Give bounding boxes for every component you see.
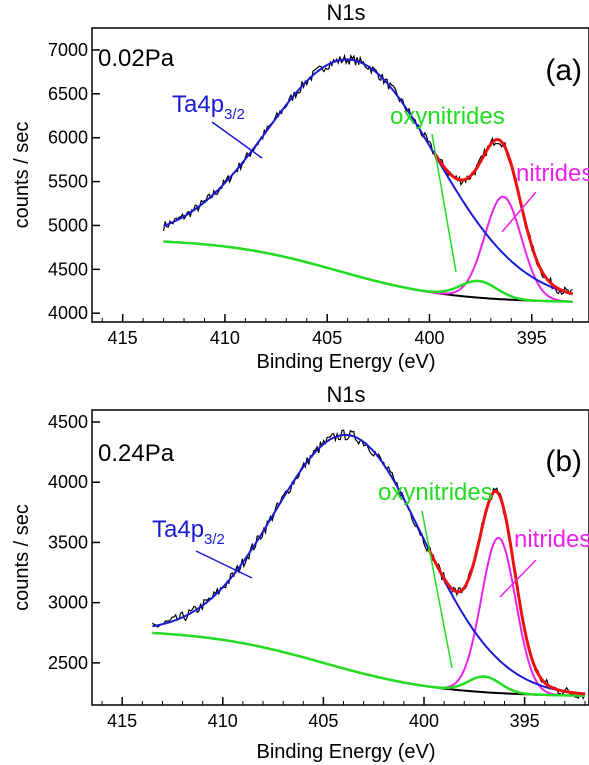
x-axis-label: Binding Energy (eV): [257, 741, 436, 763]
oxynitrides-line: [152, 631, 585, 697]
y-tick-label: 5000: [48, 215, 88, 235]
ta4p-line: [152, 433, 586, 695]
x-tick-label: 405: [312, 328, 342, 348]
y-tick-label: 4500: [48, 259, 88, 279]
x-tick-label: 415: [108, 328, 138, 348]
ta4p-label: Ta4p3/2: [152, 516, 225, 548]
y-tick-label: 5500: [48, 172, 88, 192]
x-tick-label: 410: [210, 328, 240, 348]
y-tick-label: 6500: [48, 84, 88, 104]
ta4p-leader-line: [211, 121, 263, 159]
raw-data-line: [152, 429, 586, 700]
oxynitrides-leader-line: [421, 510, 453, 669]
y-axis-label: counts / sec: [11, 504, 33, 611]
y-tick-label: 4500: [48, 412, 88, 432]
ta4p-leader-line: [195, 550, 253, 579]
x-tick-label: 400: [414, 328, 444, 348]
nitrides-line: [163, 195, 573, 303]
curves: [163, 53, 574, 303]
y-tick-label: 4000: [48, 303, 88, 323]
curves: [152, 429, 586, 700]
fit-envelope-line: [427, 489, 586, 696]
x-tick-label: 405: [308, 711, 338, 731]
pressure-label: 0.24Pa: [98, 440, 175, 467]
panel-label: (a): [545, 54, 582, 87]
panel-label: (b): [545, 445, 582, 478]
y-tick-label: 4000: [48, 472, 88, 492]
x-tick-label: 395: [510, 711, 540, 731]
nitrides-leader-line: [501, 191, 537, 233]
panel-a: N1s 415 410 405 400 395 4000 4500 5000 5500 6000 65…: [11, 0, 589, 373]
x-tick-label: 395: [517, 328, 547, 348]
plot-frame: [91, 409, 589, 706]
x-tick-label: 400: [409, 711, 439, 731]
ta4p-label-subscript: 3/2: [224, 106, 245, 123]
oxynitrides-leader-line: [431, 133, 457, 273]
ta4p-label: Ta4p3/2: [172, 91, 245, 123]
plot-frame: [91, 27, 589, 323]
y-tick-label: 6000: [48, 128, 88, 148]
ta4p-label-main: Ta4p: [172, 91, 224, 118]
x-axis-label: Binding Energy (eV): [257, 351, 436, 373]
oxynitrides-label: oxynitrides: [378, 479, 493, 506]
y-tick-label: 3500: [48, 532, 88, 552]
y-tick-label: 7000: [48, 40, 88, 60]
nitrides-label: nitrides: [514, 526, 589, 553]
x-tick-label: 410: [208, 711, 238, 731]
background-line: [163, 240, 573, 303]
y-axis-label: counts / sec: [11, 122, 33, 229]
pressure-label: 0.02Pa: [98, 45, 175, 72]
panel-b: N1s 415 410 405 400 395 2500 3000 3500 4000 4500 Bi…: [11, 382, 589, 763]
fit-envelope-line: [432, 137, 574, 296]
ta4p-line: [163, 58, 573, 296]
x-tick-label: 415: [107, 711, 137, 731]
background-line: [152, 631, 585, 697]
oxynitrides-line: [163, 240, 573, 303]
oxynitrides-label: oxynitrides: [390, 103, 505, 130]
chart-title: N1s: [326, 0, 365, 25]
chart-title: N1s: [326, 382, 365, 407]
y-tick-label: 2500: [48, 653, 88, 673]
ta4p-label-subscript: 3/2: [204, 531, 225, 548]
ta4p-label-main: Ta4p: [152, 516, 204, 543]
y-tick-label: 3000: [48, 593, 88, 613]
raw-data-line: [163, 53, 573, 296]
nitrides-leader-line: [499, 559, 537, 598]
nitrides-label: nitrides: [516, 160, 589, 187]
